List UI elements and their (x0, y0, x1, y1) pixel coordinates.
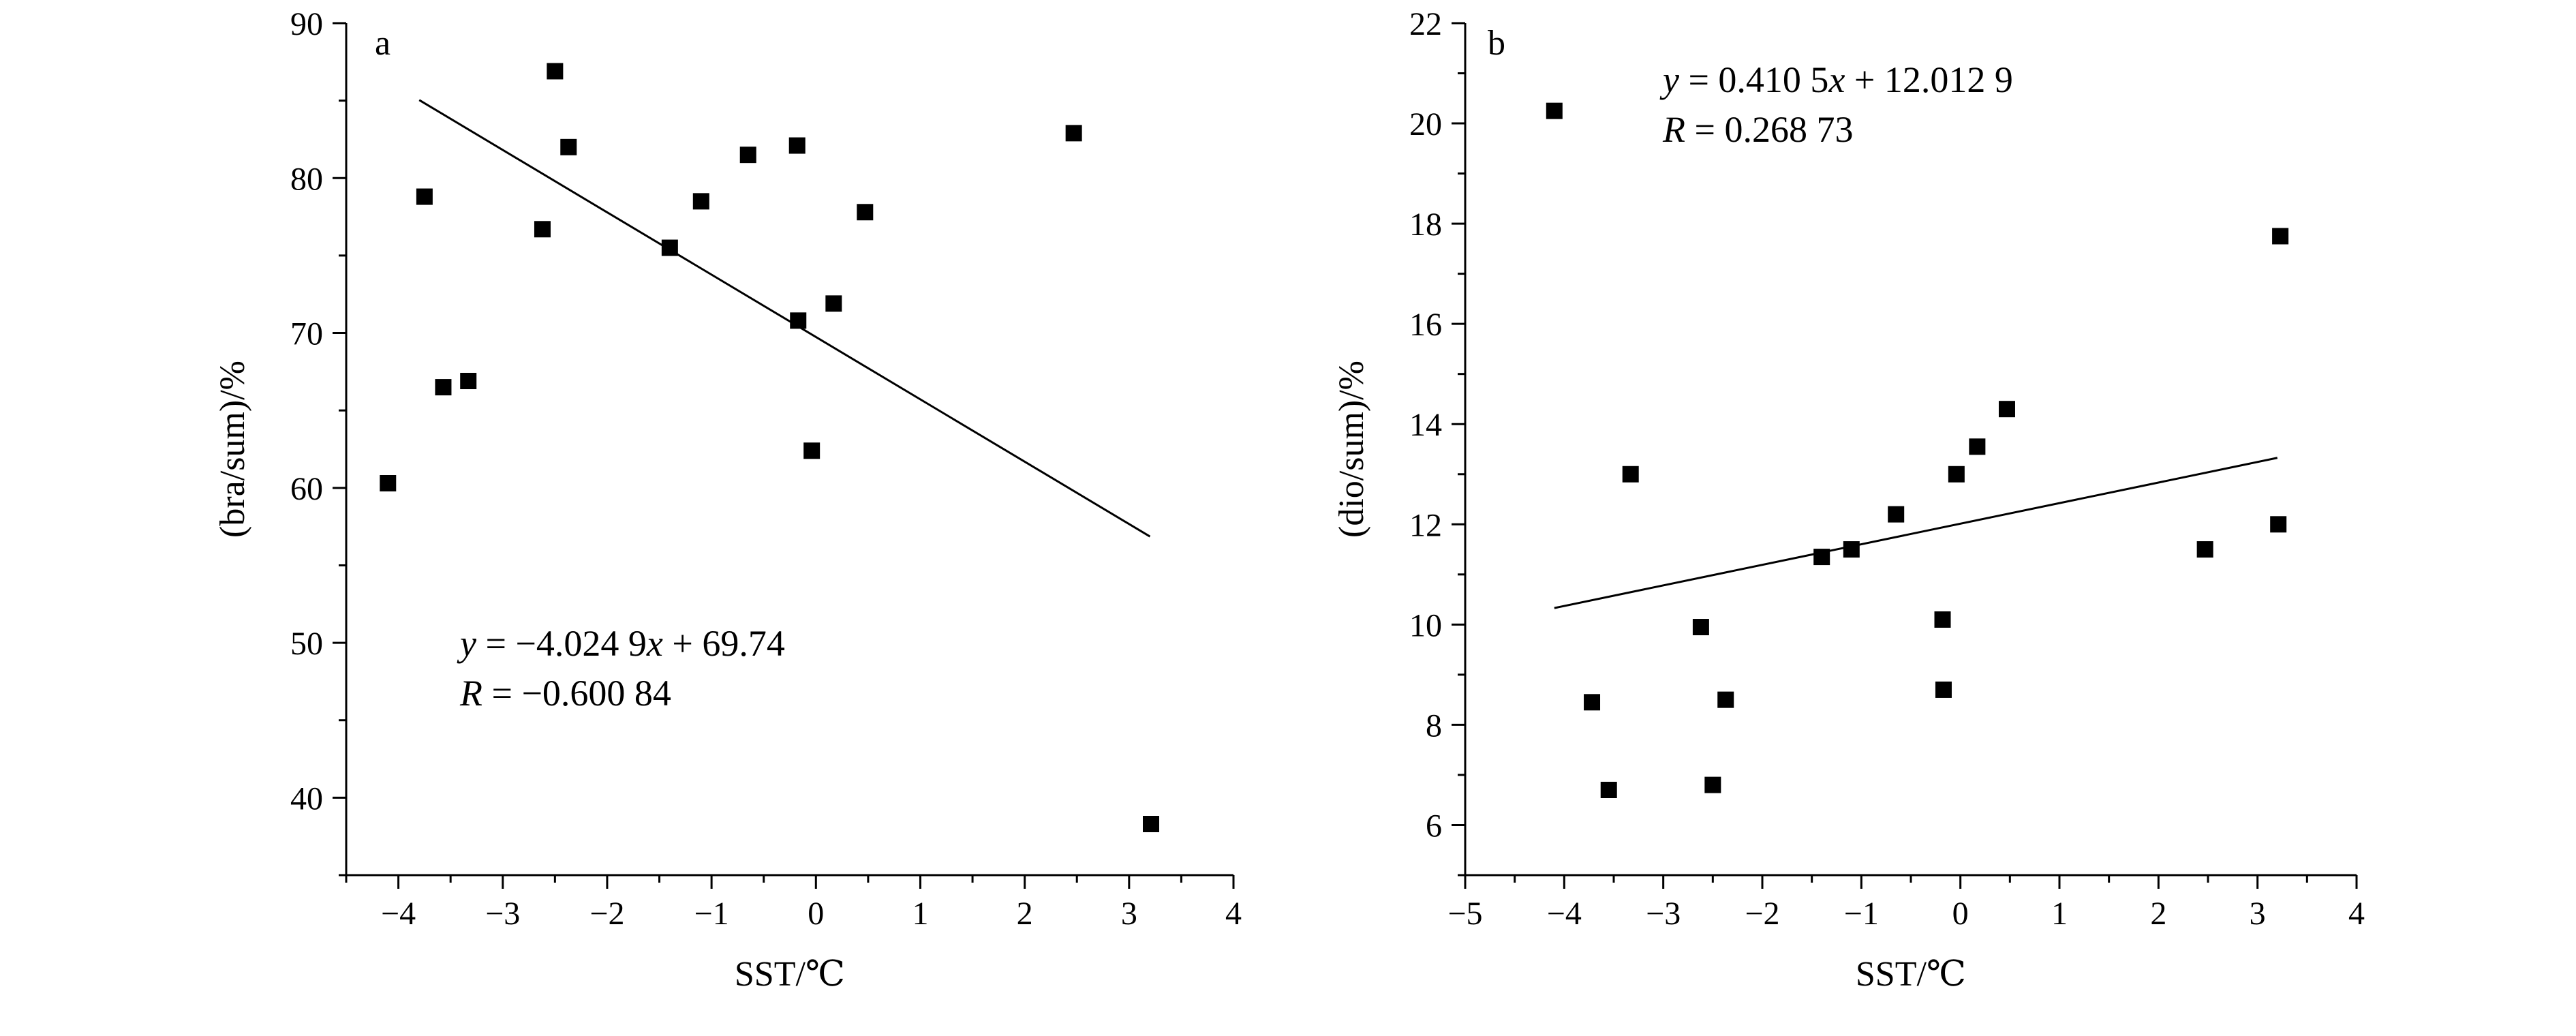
data-point (1888, 506, 1905, 523)
x-tick-label: −2 (1745, 896, 1779, 932)
data-point (2272, 228, 2289, 245)
y-tick-label: 40 (290, 780, 323, 817)
x-tick-label: 2 (1017, 896, 1033, 932)
data-point (825, 295, 842, 312)
data-point (1813, 549, 1830, 566)
equation-var: x (1828, 59, 1845, 100)
equation-coef: = 0.410 5 (1679, 59, 1828, 100)
x-tick-label: −3 (485, 896, 520, 932)
x-tick-label: 0 (808, 896, 824, 932)
x-tick-label: 2 (2150, 896, 2166, 932)
r-value: = 0.268 73 (1685, 109, 1853, 150)
data-point (1948, 466, 1965, 483)
data-point (416, 188, 433, 205)
x-tick-label: 3 (1121, 896, 1137, 932)
y-tick-label: 80 (290, 161, 323, 197)
y-tick-label: 16 (1409, 307, 1442, 343)
data-point (1065, 125, 1082, 142)
x-tick-label: −1 (694, 896, 729, 932)
x-tick-label: 1 (2051, 896, 2068, 932)
x-tick-label: −3 (1646, 896, 1681, 932)
data-point (1546, 102, 1563, 119)
y-tick-label: 50 (290, 626, 323, 662)
data-point (560, 138, 577, 155)
regression-equation: y = −4.024 9x + 69.74 (457, 623, 785, 664)
x-tick-label: −4 (1547, 896, 1582, 932)
data-point (2196, 541, 2213, 558)
panel-label: b (1488, 24, 1505, 63)
correlation-text: R = 0.268 73 (1662, 109, 1853, 150)
x-tick-label: −5 (1447, 896, 1482, 932)
data-point (790, 312, 807, 329)
data-point (435, 379, 452, 396)
x-tick-label: 3 (2250, 896, 2266, 932)
data-point (1622, 466, 1639, 483)
data-point (1969, 438, 1986, 455)
equation-lhs: y (457, 623, 476, 664)
y-tick-label: 18 (1409, 207, 1442, 243)
x-tick-label: −4 (381, 896, 416, 932)
data-point (1934, 611, 1951, 628)
data-point (661, 239, 678, 256)
x-axis-title: SST/℃ (1856, 955, 1966, 994)
correlation-text: R = −0.600 84 (459, 673, 671, 714)
regression-equation: y = 0.410 5x + 12.012 9 (1659, 59, 2013, 100)
y-tick-label: 10 (1409, 607, 1442, 643)
data-point (1998, 401, 2015, 418)
r-value: = −0.600 84 (482, 673, 671, 714)
data-point (1717, 691, 1734, 708)
y-tick-label: 20 (1409, 106, 1442, 142)
data-point (460, 373, 477, 389)
x-tick-label: −1 (1844, 896, 1879, 932)
data-point (692, 193, 709, 210)
equation-intercept: + 12.012 9 (1845, 59, 2012, 100)
x-tick-label: −2 (589, 896, 624, 932)
panel-label: a (375, 24, 390, 63)
data-point (1584, 694, 1601, 711)
data-point (1704, 776, 1721, 793)
data-point (1692, 619, 1709, 636)
y-tick-label: 70 (290, 316, 323, 352)
data-point (1935, 681, 1952, 698)
data-point (534, 221, 551, 238)
x-tick-label: 0 (1952, 896, 1969, 932)
x-tick-label: 4 (2348, 896, 2365, 932)
y-tick-label: 60 (290, 471, 323, 507)
y-axis-title: (bra/sum)/% (213, 361, 252, 538)
data-point (380, 475, 397, 491)
panel-a: a y = −4.024 9x + 69.74 R = −0.600 84 −4… (213, 6, 1242, 994)
y-tick-label: 22 (1409, 6, 1442, 42)
equation-intercept: + 69.74 (663, 623, 785, 664)
y-tick-label: 14 (1409, 407, 1442, 443)
panel-b: b y = 0.410 5x + 12.012 9 R = 0.268 73 −… (1332, 6, 2365, 994)
equation-var: x (646, 623, 663, 664)
regression-line (1554, 457, 2278, 609)
regression-line (418, 99, 1151, 538)
y-tick-label: 12 (1409, 507, 1442, 543)
data-point (1142, 816, 1159, 832)
equation-lhs: y (1659, 59, 1679, 100)
y-tick-label: 6 (1426, 808, 1442, 844)
r-lhs: R (1662, 109, 1685, 150)
r-lhs: R (459, 673, 482, 714)
data-point (857, 204, 874, 221)
equation-coef: = −4.024 9 (476, 623, 647, 664)
data-point (803, 442, 821, 459)
data-point (739, 147, 756, 164)
x-axis-title: SST/℃ (735, 955, 845, 994)
data-point (1600, 782, 1617, 798)
y-tick-label: 8 (1426, 707, 1442, 744)
data-point (547, 63, 564, 80)
data-point (788, 137, 806, 154)
data-point (2270, 516, 2287, 533)
data-point (1843, 541, 1860, 558)
y-tick-label: 90 (290, 6, 323, 42)
x-tick-label: 4 (1225, 896, 1242, 932)
x-tick-label: 1 (912, 896, 928, 932)
y-axis-title: (dio/sum)/% (1332, 361, 1371, 538)
